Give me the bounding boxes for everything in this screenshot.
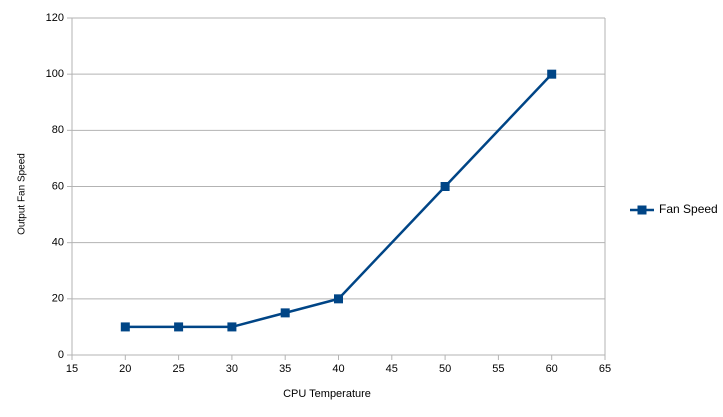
- point: [120, 322, 130, 332]
- legend-label: Fan Speed: [659, 202, 718, 216]
- x-tick-label: 45: [386, 363, 398, 375]
- x-axis-label: CPU Temperature: [283, 388, 371, 400]
- point: [334, 294, 343, 304]
- point: [174, 322, 184, 332]
- y-axis-label: Output Fan Speed: [17, 153, 28, 235]
- x-tick-label: 50: [439, 363, 451, 375]
- point: [280, 308, 290, 318]
- x-tick-label: 20: [119, 363, 131, 375]
- y-tick-label: 60: [52, 180, 64, 192]
- y-tick-label: 40: [52, 237, 64, 249]
- point: [227, 322, 237, 332]
- x-tick-label: 30: [226, 363, 238, 375]
- y-tick-label: 80: [52, 124, 64, 136]
- point: [440, 182, 450, 191]
- y-tick-label: 120: [46, 12, 64, 24]
- legend-marker: [637, 205, 647, 215]
- x-tick-label: 15: [66, 363, 78, 375]
- x-tick-label: 35: [279, 363, 291, 375]
- x-tick-label: 55: [492, 363, 504, 375]
- y-tick-label: 20: [52, 293, 64, 305]
- point: [547, 69, 557, 79]
- x-tick-label: 40: [332, 363, 344, 375]
- y-tick-label: 100: [46, 68, 64, 80]
- y-tick-label: 0: [58, 349, 64, 361]
- x-tick-label: 25: [172, 363, 184, 375]
- x-tick-label: 60: [546, 363, 558, 375]
- x-tick-label: 65: [599, 363, 611, 375]
